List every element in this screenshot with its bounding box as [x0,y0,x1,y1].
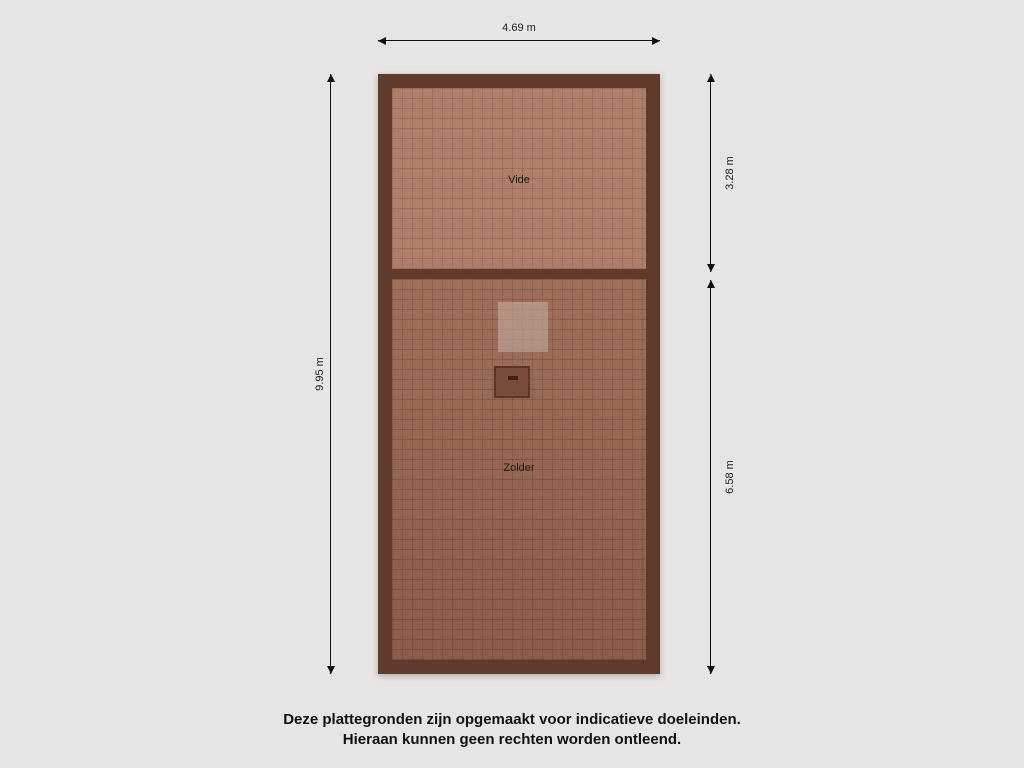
building-outline: Vide Zolder [378,74,660,674]
dimension-label: 9.95 m [314,357,326,391]
interior-wall [392,269,646,279]
dimension-right-lower: 6.58 m [710,280,711,674]
arrow-left-icon [378,37,386,45]
dimension-top-width: 4.69 m [378,40,660,41]
dimension-label: 3.28 m [724,156,736,190]
arrow-right-icon [652,37,660,45]
room-label-zolder: Zolder [489,462,549,474]
skylight-icon [498,302,548,352]
floorplan-canvas: 4.69 m 9.95 m 3.28 m 6.58 m Vide Zolder … [0,0,1024,768]
dimension-left-height: 9.95 m [330,74,331,674]
attic-hatch-icon [494,366,530,398]
arrow-up-icon [707,74,715,82]
room-label-vide: Vide [489,174,549,186]
disclaimer-line2: Hieraan kunnen geen rechten worden ontle… [0,730,1024,750]
arrow-down-icon [707,666,715,674]
arrow-up-icon [327,74,335,82]
disclaimer-line1: Deze plattegronden zijn opgemaakt voor i… [0,710,1024,730]
arrow-up-icon [707,280,715,288]
dimension-right-upper: 3.28 m [710,74,711,272]
arrow-down-icon [707,264,715,272]
dimension-label: 6.58 m [724,460,736,494]
dimension-label: 4.69 m [502,22,536,34]
disclaimer-caption: Deze plattegronden zijn opgemaakt voor i… [0,710,1024,751]
arrow-down-icon [327,666,335,674]
